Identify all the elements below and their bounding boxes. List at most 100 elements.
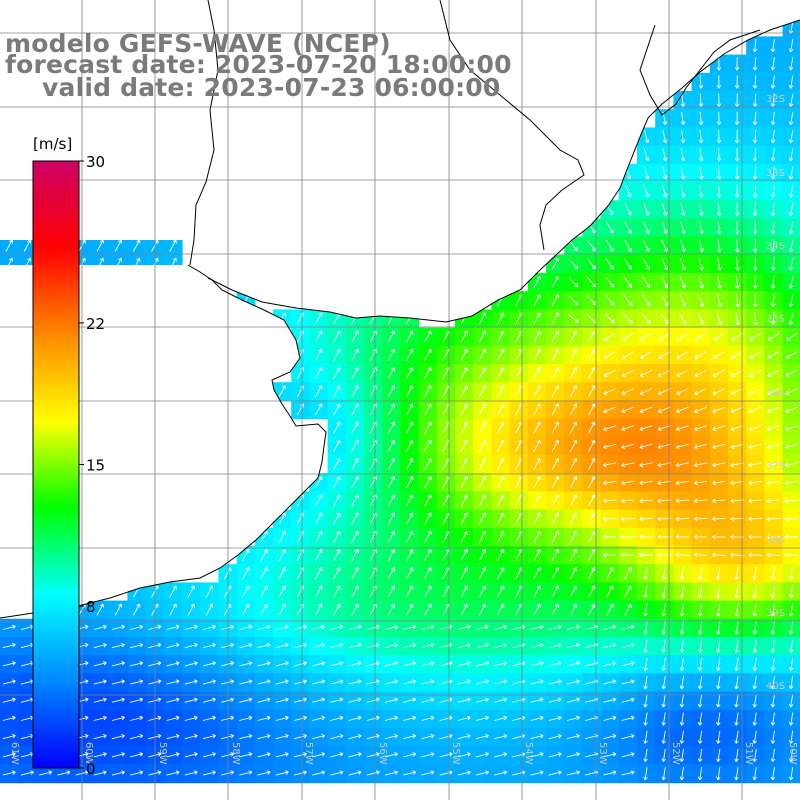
wind-arrow xyxy=(730,443,744,450)
wind-arrow xyxy=(366,624,380,630)
wind-arrow xyxy=(439,642,453,649)
wind-arrow xyxy=(497,421,505,434)
wind-arrow xyxy=(275,624,289,630)
wind-arrow xyxy=(406,549,414,562)
wind-arrow xyxy=(712,369,725,377)
wind-arrow xyxy=(621,462,635,468)
wind-arrow xyxy=(697,767,703,781)
wind-arrow xyxy=(694,425,708,432)
wind-arrow xyxy=(785,406,798,413)
wind-arrow xyxy=(478,476,487,489)
wind-arrow xyxy=(497,567,505,580)
wind-arrow xyxy=(166,697,180,703)
wind-arrow xyxy=(566,752,580,758)
wind-arrow xyxy=(716,75,722,89)
wind-arrow xyxy=(530,715,544,721)
longitude-labels: 61W 60W 59W 58W 57W 56W 55W 54W 53W 52W 51W 50W xyxy=(9,742,798,765)
wind-arrow xyxy=(257,679,271,685)
wind-arrow xyxy=(657,443,671,450)
wind-arrow xyxy=(717,184,722,198)
wind-arrow xyxy=(788,239,794,253)
wind-arrow xyxy=(698,111,704,126)
wind-arrow xyxy=(242,585,250,598)
wind-arrow xyxy=(661,202,668,216)
wind-arrow xyxy=(716,639,721,653)
wind-arrow xyxy=(734,694,739,708)
wind-arrow xyxy=(734,111,740,126)
wind-arrow xyxy=(621,425,635,432)
wind-arrow xyxy=(643,657,648,671)
wind-arrow xyxy=(697,730,703,744)
wind-arrow xyxy=(494,752,508,758)
wind-arrow xyxy=(424,567,432,580)
wind-arrow xyxy=(785,480,799,486)
wind-arrow xyxy=(221,661,235,667)
wind-arrow xyxy=(693,462,708,468)
wind-arrow xyxy=(239,661,253,667)
wind-arrow xyxy=(330,642,344,649)
wind-arrow xyxy=(639,498,653,504)
wind-arrow xyxy=(734,93,740,107)
wind-arrow xyxy=(478,312,487,325)
wind-arrow xyxy=(788,676,794,690)
wind-arrow xyxy=(730,406,744,413)
wind-arrow xyxy=(166,661,180,667)
wind-arrow xyxy=(457,752,471,758)
wind-arrow xyxy=(569,549,578,562)
colorbar-unit-label: [m/s] xyxy=(33,135,72,153)
wind-arrow xyxy=(406,385,414,398)
wind-arrow xyxy=(96,603,104,616)
wind-arrow xyxy=(366,715,380,721)
latitude-label: 37S xyxy=(766,461,785,472)
wind-arrow xyxy=(698,93,704,107)
wind-arrow xyxy=(566,661,580,667)
wind-arrow xyxy=(569,439,578,452)
wind-arrow xyxy=(497,385,505,398)
wind-arrow xyxy=(384,697,398,703)
wind-arrow xyxy=(275,661,289,667)
wind-arrow xyxy=(675,425,689,432)
wind-arrow xyxy=(642,239,650,252)
wind-arrow xyxy=(202,642,216,649)
wind-arrow xyxy=(424,421,432,434)
wind-arrow xyxy=(421,715,435,721)
wind-arrow xyxy=(588,348,596,361)
wind-arrow xyxy=(312,642,326,649)
latitude-label: 32S xyxy=(766,94,785,105)
wind-arrow xyxy=(478,348,487,361)
wind-arrow xyxy=(752,75,758,89)
wind-arrow xyxy=(315,549,323,562)
wind-arrow xyxy=(460,530,468,543)
wind-arrow xyxy=(588,530,596,543)
wind-arrow xyxy=(639,534,653,540)
wind-arrow xyxy=(275,733,289,740)
wind-arrow xyxy=(788,694,794,708)
wind-arrow xyxy=(333,385,341,398)
wind-arrow xyxy=(658,351,671,359)
wind-arrow xyxy=(785,351,798,359)
wind-arrow xyxy=(424,348,432,361)
wind-arrow xyxy=(494,642,508,649)
wind-arrow xyxy=(697,639,703,653)
wind-arrow xyxy=(239,752,253,758)
wind-arrow xyxy=(785,369,798,377)
wind-arrow xyxy=(730,462,744,468)
longitude-label: 58W xyxy=(230,742,241,765)
wind-arrow xyxy=(278,512,286,525)
wind-arrow xyxy=(568,277,579,288)
wind-arrow xyxy=(530,697,544,703)
wind-arrow xyxy=(697,585,703,599)
wind-arrow xyxy=(788,257,794,271)
wind-arrow xyxy=(752,657,757,671)
wind-arrow xyxy=(784,516,799,522)
wind-arrow xyxy=(621,480,635,486)
wind-arrow xyxy=(569,385,578,398)
wind-arrow xyxy=(424,330,432,343)
wind-arrow xyxy=(533,348,541,361)
latitude-label: 33S xyxy=(766,168,785,179)
wind-arrow xyxy=(752,748,757,762)
wind-arrow xyxy=(679,748,685,762)
wind-arrow xyxy=(642,276,651,289)
wind-arrow xyxy=(533,421,541,434)
wind-arrow xyxy=(497,439,505,452)
